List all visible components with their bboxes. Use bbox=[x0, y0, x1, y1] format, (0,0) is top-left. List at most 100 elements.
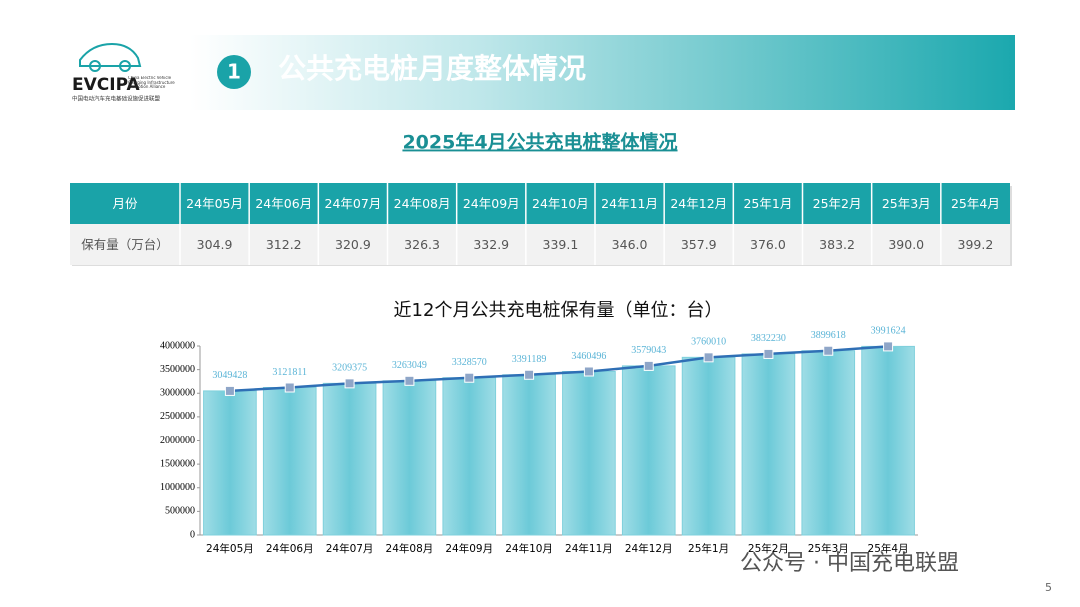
table-cell: 357.9 bbox=[681, 237, 717, 252]
y-tick-label: 0 bbox=[190, 529, 195, 540]
table-cell: 320.9 bbox=[335, 237, 371, 252]
x-tick-label: 25年2月 bbox=[748, 542, 789, 555]
page-number: 5 bbox=[1045, 581, 1052, 594]
line-marker bbox=[883, 341, 894, 352]
x-tick-label: 25年3月 bbox=[808, 542, 849, 555]
table-header-cell: 24年07月 bbox=[325, 196, 382, 211]
table-cell: 332.9 bbox=[473, 237, 509, 252]
line-marker bbox=[583, 366, 594, 377]
line bbox=[229, 345, 889, 393]
chart-title: 近12个月公共充电桩保有量（单位：台） bbox=[394, 300, 723, 321]
bar bbox=[861, 345, 915, 536]
value-label: 3328570 bbox=[452, 357, 487, 368]
table-cell: 376.0 bbox=[750, 237, 786, 252]
table-header-cell: 24年11月 bbox=[601, 196, 658, 211]
logo-wheel bbox=[119, 60, 131, 72]
logo-en: China Electric Vehicle Charging Infrastr… bbox=[128, 76, 175, 89]
title-banner bbox=[190, 35, 1015, 110]
table-header-cell: 24年06月 bbox=[255, 196, 312, 211]
x-tick-label: 25年1月 bbox=[688, 542, 729, 555]
y-tick-label: 1500000 bbox=[160, 458, 195, 469]
table-cell: 383.2 bbox=[819, 237, 855, 252]
bar bbox=[741, 353, 796, 536]
watermark: 公众号 · 中国充电联盟 bbox=[740, 551, 959, 576]
x-tick-label: 24年09月 bbox=[445, 542, 493, 555]
line-marker bbox=[224, 385, 235, 396]
x-tick-label: 24年08月 bbox=[386, 542, 434, 555]
bar bbox=[382, 380, 437, 536]
table-header-cell: 25年2月 bbox=[813, 196, 862, 211]
line-marker bbox=[464, 372, 475, 383]
value-label: 3579043 bbox=[631, 345, 666, 356]
bar bbox=[681, 356, 736, 536]
x-tick-label: 24年10月 bbox=[505, 542, 553, 555]
line-marker bbox=[763, 348, 774, 359]
value-label: 3991624 bbox=[871, 326, 906, 337]
line-marker bbox=[284, 382, 295, 393]
table-cell: 399.2 bbox=[958, 237, 994, 252]
table-cell: 保有量（万台） bbox=[81, 237, 169, 252]
y-tick-label: 2500000 bbox=[160, 411, 195, 422]
table-header-cell: 24年08月 bbox=[394, 196, 451, 211]
y-tick-label: 2000000 bbox=[160, 435, 195, 446]
table-row bbox=[70, 224, 1010, 265]
line-marker bbox=[524, 369, 535, 380]
x-tick-label: 24年11月 bbox=[565, 542, 613, 555]
table-header-cell: 24年10月 bbox=[532, 196, 589, 211]
line-marker bbox=[643, 360, 654, 371]
bar bbox=[801, 350, 856, 536]
y-tick-label: 500000 bbox=[165, 506, 195, 517]
value-label: 3460496 bbox=[571, 351, 606, 362]
value-label: 3832230 bbox=[751, 333, 786, 344]
y-tick-label: 1000000 bbox=[160, 482, 195, 493]
line-marker bbox=[823, 345, 834, 356]
bar bbox=[502, 374, 556, 536]
line-marker bbox=[344, 378, 355, 389]
value-label: 3760010 bbox=[691, 337, 726, 348]
table-cell: 339.1 bbox=[543, 237, 579, 252]
value-label: 3263049 bbox=[392, 360, 427, 371]
table-cell: 346.0 bbox=[612, 237, 648, 252]
y-tick-label: 3500000 bbox=[160, 364, 195, 375]
x-tick-label: 24年12月 bbox=[625, 542, 673, 555]
table-cell: 390.0 bbox=[888, 237, 924, 252]
table-header-cell: 月份 bbox=[112, 196, 138, 211]
section-badge bbox=[217, 55, 251, 89]
y-tick-label: 4000000 bbox=[160, 340, 195, 351]
logo-cn: 中国电动汽车充电基础设施促进联盟 bbox=[72, 95, 161, 103]
table-cell: 312.2 bbox=[266, 237, 302, 252]
logo-wheel bbox=[89, 60, 101, 72]
bar bbox=[203, 390, 257, 536]
table-cell: 304.9 bbox=[197, 237, 233, 252]
bar bbox=[621, 365, 676, 536]
value-label: 3391189 bbox=[512, 354, 547, 365]
table-cell: 326.3 bbox=[404, 237, 440, 252]
logo-text: EVCIPA bbox=[72, 75, 140, 95]
logo-en-box: China Electric Vehicle Charging Infrastr… bbox=[128, 76, 175, 89]
x-tick-label: 24年07月 bbox=[326, 542, 374, 555]
value-label: 3121811 bbox=[272, 367, 307, 378]
table-header-cell: 25年3月 bbox=[882, 196, 931, 211]
y-tick-label: 3000000 bbox=[160, 388, 195, 399]
section-number: 1 bbox=[227, 60, 241, 84]
table-header-cell: 25年4月 bbox=[951, 196, 1000, 211]
table-header-cell: 24年12月 bbox=[670, 196, 727, 211]
table-header-cell: 24年05月 bbox=[186, 196, 243, 211]
line-marker bbox=[703, 352, 714, 363]
value-label: 3049428 bbox=[212, 370, 247, 381]
x-tick-label: 25年4月 bbox=[868, 542, 909, 555]
table-title: 2025年4月公共充电桩整体情况 bbox=[402, 131, 677, 154]
bar bbox=[262, 386, 317, 536]
value-label: 3899618 bbox=[811, 330, 846, 341]
line-marker bbox=[404, 375, 415, 386]
table-header-cell: 25年1月 bbox=[743, 196, 792, 211]
value-label: 3209375 bbox=[332, 363, 367, 374]
logo-car bbox=[79, 42, 142, 67]
bar bbox=[322, 382, 377, 536]
x-tick-label: 24年05月 bbox=[206, 542, 254, 555]
page-title: 公共充电桩月度整体情况 bbox=[278, 52, 586, 85]
x-tick-label: 24年06月 bbox=[266, 542, 314, 555]
table-header-cell: 24年09月 bbox=[463, 196, 520, 211]
bar bbox=[442, 377, 497, 536]
